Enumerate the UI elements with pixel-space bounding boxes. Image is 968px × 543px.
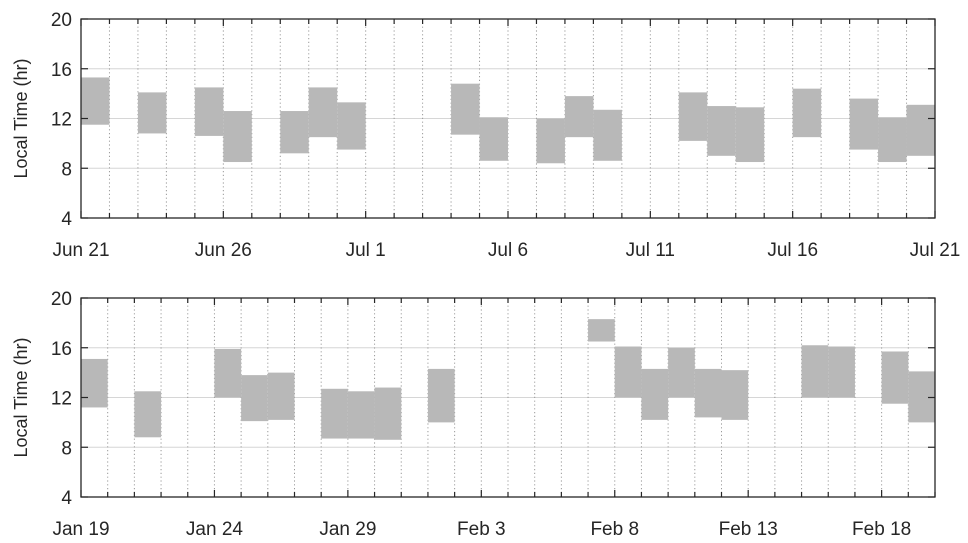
time-window-bar [267,372,295,420]
time-window-bar [614,346,642,398]
time-window-bar [735,107,765,163]
x-tick-label: Jul 16 [767,240,818,261]
x-tick-label: Jun 26 [195,240,252,261]
x-tick-label: Jul 6 [488,240,528,261]
x-tick-label: Jul 1 [346,240,386,261]
x-tick-label: Feb 18 [852,519,911,540]
time-window-bar [374,387,402,440]
time-window-bar [536,118,565,164]
chart-panel-1: 4 8 12 16 20 Jun 21 Jun 26 Jul 1 Jul 6 Jul 11 Jul … [11,10,960,261]
y-tick-label: 12 [51,389,72,410]
time-window-bar [881,351,909,404]
y-tick-label: 8 [61,159,72,180]
time-window-bar [451,83,480,135]
x-tick-label: Jan 19 [52,519,109,540]
time-window-bar [321,388,348,439]
time-window-bar [564,96,594,138]
time-window-bar [792,88,822,138]
y-tick-label: 12 [51,110,72,131]
x-tick-label: Feb 3 [457,519,506,540]
time-window-bar [828,346,855,398]
time-window-bar [801,345,829,398]
time-window-bar [588,319,615,342]
time-window-bar [134,391,162,438]
x-tick-label: Jan 29 [319,519,376,540]
time-window-bar [641,368,669,420]
x-tick-label: Feb 8 [590,519,639,540]
x-tick-label: Jul 11 [626,240,675,261]
time-window-bar [668,347,695,398]
time-window-bar [81,358,108,408]
time-window-bar [194,87,224,136]
y-tick-label: 8 [61,438,72,459]
y-tick-label: 20 [51,289,72,310]
time-window-bar [223,111,252,163]
x-tick-label: Feb 13 [719,519,778,540]
y-tick-label: 4 [61,209,72,230]
time-window-bar [81,77,110,125]
x-tick-label: Jan 24 [186,519,243,540]
time-window-bar [214,348,242,398]
time-window-bar [678,92,708,141]
y-tick-label: 20 [51,10,72,31]
y-tick-label: 16 [51,60,72,81]
time-window-bar [694,368,722,418]
y-axis-title: Local Time (hr) [11,58,31,178]
time-window-bar [908,371,935,423]
y-axis-title: Local Time (hr) [11,337,31,457]
time-window-bar [906,104,935,156]
time-window-bar [241,375,268,422]
y-tick-label: 16 [51,339,72,360]
time-window-bar [593,109,622,161]
x-tick-label: Jun 21 [52,240,109,261]
chart-panel-2: 4 8 12 16 20 Jan 19 Jan 24 Jan 29 Feb 3 Feb 8 Feb … [11,289,936,540]
time-window-bar [849,98,879,150]
time-window-bar [137,92,167,134]
time-window-bar [347,391,375,439]
time-window-bar [721,370,749,420]
time-window-bar [280,111,309,154]
time-window-bar [878,117,907,163]
y-tick-label: 4 [61,488,72,509]
time-window-bar [427,368,455,423]
time-window-bar [308,87,338,138]
time-window-bar [479,117,508,161]
time-window-bar [707,106,736,156]
x-tick-label: Jul 21 [910,240,961,261]
time-window-bar [337,102,366,150]
